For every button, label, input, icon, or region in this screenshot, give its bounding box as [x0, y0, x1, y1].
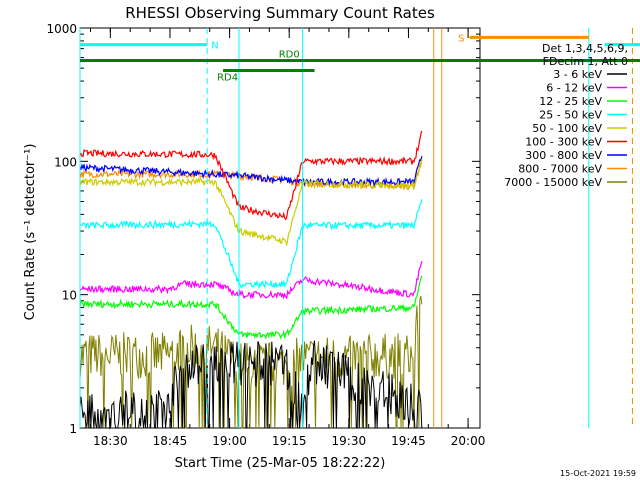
x-axis-label: Start Time (25-Mar-05 18:22:22) [175, 456, 386, 471]
legend-entry-label: 6 - 12 keV [546, 82, 602, 95]
legend-entry-label: 50 - 100 keV [532, 122, 602, 135]
chart-title: RHESSI Observing Summary Count Rates [125, 4, 435, 22]
legend: Det 1,3,4,5,6,9,FDecim 1, Att 03 - 6 keV… [504, 42, 628, 189]
y-tick-label: 1 [69, 422, 77, 436]
x-tick-label: 19:00 [212, 434, 247, 448]
footer-timestamp: 15-Oct-2021 19:59 [560, 469, 636, 478]
legend-entry-label: 3 - 6 keV [553, 68, 602, 81]
plot-area: 1 10 100 1000 18:30 18:45 19:00 19:15 19:30 19:45… [46, 22, 640, 448]
y-tick-label: 100 [54, 155, 77, 169]
x-tick-label: 18:30 [93, 434, 128, 448]
series-line [79, 261, 423, 300]
x-tick-label: 18:45 [153, 434, 188, 448]
legend-entry-label: 7000 - 15000 keV [504, 176, 602, 189]
y-tick-label: 10 [62, 289, 77, 303]
x-tick-label: 20:00 [451, 434, 486, 448]
series-line [79, 199, 423, 289]
flag-label: S [458, 33, 464, 44]
legend-entry-label: 100 - 300 keV [525, 136, 602, 149]
legend-header-text: Det 1,3,4,5,6,9, [542, 42, 628, 55]
series-line [79, 130, 423, 221]
series-line [79, 295, 423, 429]
series-line [79, 340, 423, 430]
legend-entry-label: 12 - 25 keV [539, 95, 602, 108]
legend-entry-label: 300 - 800 keV [525, 149, 602, 162]
flag-label: N [211, 41, 218, 52]
x-tick-label: 19:45 [391, 434, 426, 448]
flag-label: RD4 [217, 73, 238, 84]
series-line [79, 156, 423, 188]
legend-entry-label: 800 - 7000 keV [518, 163, 602, 176]
series-line [79, 159, 423, 247]
series-line [79, 275, 423, 340]
flag-label: RD0 [279, 50, 300, 61]
y-axis-label: Count Rate (s⁻¹ detector⁻¹) [23, 144, 38, 321]
x-tick-label: 19:30 [332, 434, 367, 448]
y-axis-label-text: Count Rate (s⁻¹ detector⁻¹) [23, 144, 38, 321]
x-tick-label: 19:15 [272, 434, 307, 448]
legend-header-text: FDecim 1, Att 0 [543, 55, 628, 68]
legend-entry-label: 25 - 50 keV [539, 109, 602, 122]
y-tick-label: 1000 [46, 22, 77, 36]
